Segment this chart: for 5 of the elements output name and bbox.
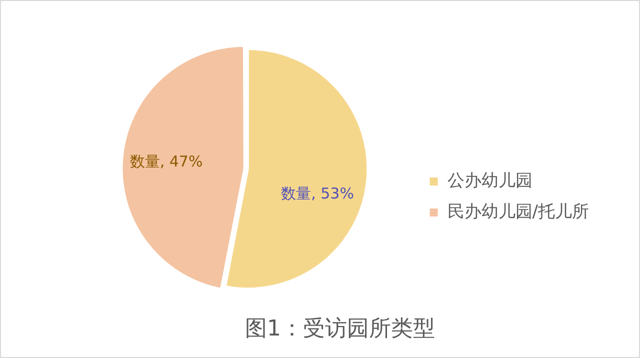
- data-label: 数量, 47%: [130, 152, 203, 170]
- text: 图1：受访园所类型: [245, 316, 435, 342]
- legend-label: 公办幼儿园: [447, 170, 532, 191]
- legend-label: 民办幼儿园/托儿所: [447, 202, 590, 222]
- data-label: 数量, 53%: [281, 184, 354, 202]
